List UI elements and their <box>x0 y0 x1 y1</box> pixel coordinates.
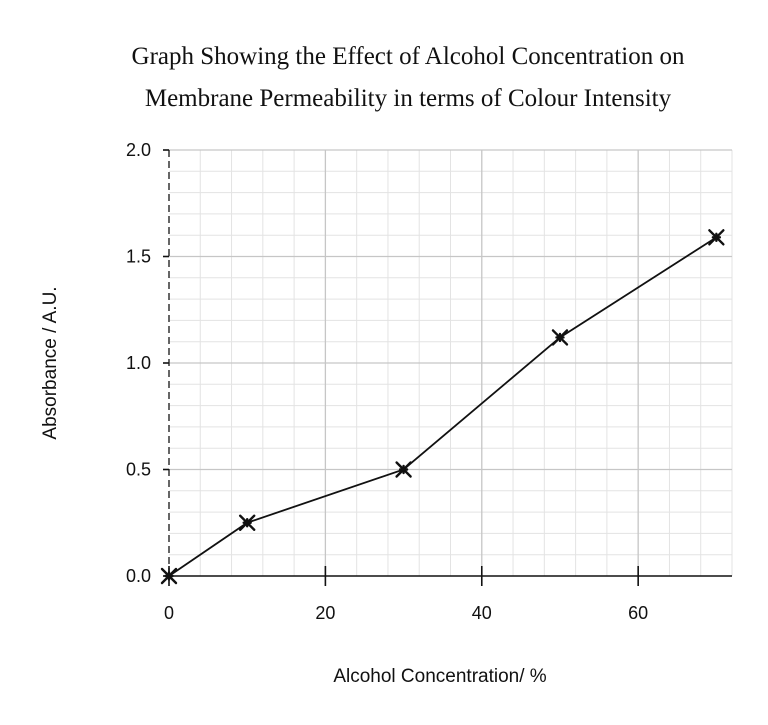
data-point <box>238 514 256 531</box>
x-tick-label: 40 <box>472 603 492 623</box>
data-point <box>395 461 412 478</box>
x-axis-label: Alcohol Concentration/ % <box>333 666 546 687</box>
y-axis-label: Absorbance / A.U. <box>40 286 61 439</box>
y-tick-label: 0.5 <box>126 460 151 480</box>
chart-title-line-1: Graph Showing the Effect of Alcohol Conc… <box>132 43 685 70</box>
y-tick-label: 2.0 <box>126 140 151 160</box>
x-tick-label: 60 <box>628 603 648 623</box>
y-tick-label: 0.0 <box>126 566 151 586</box>
grid <box>169 149 733 576</box>
data-point <box>551 329 569 346</box>
y-tick-label: 1.0 <box>126 353 151 373</box>
data-point <box>160 567 178 585</box>
y-tick-label: 1.5 <box>126 247 151 267</box>
tick-labels: 0 20 40 60 0.0 0.5 1.0 1.5 2.0 <box>126 140 648 623</box>
x-tick-label: 20 <box>315 603 335 623</box>
data-series <box>160 229 725 585</box>
data-point <box>708 229 725 246</box>
x-tick-label: 0 <box>164 603 174 623</box>
chart-title-line-2: Membrane Permeability in terms of Colour… <box>145 85 672 112</box>
